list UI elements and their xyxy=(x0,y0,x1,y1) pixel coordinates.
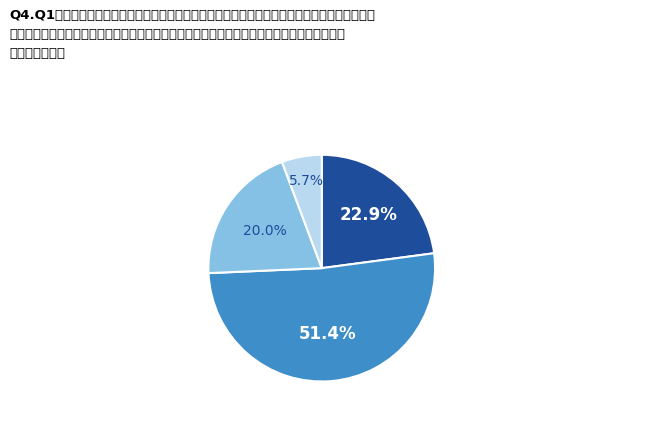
Wedge shape xyxy=(322,155,434,268)
Text: 20.0%: 20.0% xyxy=(243,224,287,238)
Wedge shape xyxy=(282,155,322,268)
Text: 51.4%: 51.4% xyxy=(299,325,356,343)
Wedge shape xyxy=(209,162,322,273)
Text: Q4.Q1で「検討している」と回答した方にお聆きします。あなたは事業再構築にあたり社内に、
　経営領域における専門人材（例：マーケティング担当、新規事業担当等）: Q4.Q1で「検討している」と回答した方にお聆きします。あなたは事業再構築にあた… xyxy=(10,9,376,60)
Wedge shape xyxy=(209,253,435,382)
Text: 5.7%: 5.7% xyxy=(289,174,324,188)
Text: 22.9%: 22.9% xyxy=(339,206,397,224)
